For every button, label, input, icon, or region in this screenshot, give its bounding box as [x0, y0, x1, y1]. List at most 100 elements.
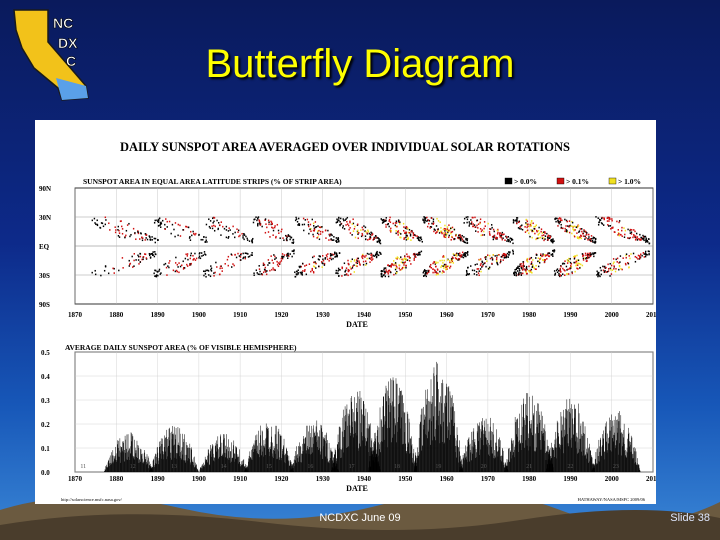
bar-xtick-1960: 1960 [440, 475, 455, 483]
footer-event: NCDXC June 09 [319, 512, 401, 524]
cycle-number-23: 23 [613, 464, 619, 470]
heatmap-x-ticks: 1870 1880 1890 1900 1910 1920 1930 1940 1950 1960… [68, 311, 661, 319]
bar-ytick-0.1: 0.1 [41, 445, 50, 453]
butterfly-wing-cycle-8 [463, 216, 515, 277]
bar-ytick-0.4: 0.4 [41, 373, 50, 381]
heatmap-xtick-1900: 1900 [192, 311, 207, 319]
bar-xtick-1900: 1900 [192, 475, 207, 483]
cycle-bars-16 [289, 420, 339, 472]
bar-y-ticks: 0.0 0.1 0.2 0.3 0.4 0.5 [41, 349, 50, 477]
logo-letters-3: C [66, 53, 76, 69]
butterfly-wing-cycle-1 [153, 217, 208, 278]
cycle-number-20: 20 [481, 464, 487, 470]
heatmap-xtick-1980: 1980 [522, 311, 537, 319]
heatmap-xtick-1920: 1920 [274, 311, 289, 319]
credit-text: HATHAWAY/NASA/MSFC 2009/06 [578, 497, 646, 502]
cycle-number-18: 18 [394, 464, 400, 470]
butterfly-wing-cycle-5 [335, 216, 382, 277]
heatmap-gridlines [74, 188, 654, 304]
bar-ytick-0.2: 0.2 [41, 421, 50, 429]
heatmap-ytick-90s: 90S [39, 301, 50, 309]
butterfly-wing-cycle-7 [422, 216, 469, 278]
bar-xlabel: DATE [346, 484, 368, 493]
heatmap-y-ticks: 90N 30N EQ 30S 90S [39, 185, 51, 309]
cycle-number-22: 22 [567, 464, 573, 470]
legend-label-0: > 0.0% [514, 177, 537, 186]
bar-xtick-2000: 2000 [605, 475, 620, 483]
butterfly-wing-cycle-3 [252, 216, 295, 277]
heatmap-xtick-1870: 1870 [68, 311, 83, 319]
california-logo: NC DX C [13, 9, 89, 101]
bar-xtick-1970: 1970 [481, 475, 496, 483]
cycle-number-21: 21 [526, 464, 532, 470]
cycle-bars-20 [459, 417, 509, 472]
bar-xtick-1890: 1890 [151, 475, 166, 483]
heatmap-xtick-1970: 1970 [481, 311, 496, 319]
bar-ytick-0.3: 0.3 [41, 397, 50, 405]
cycle-bars-13 [149, 425, 199, 472]
butterfly-wing-cycle-6 [380, 216, 423, 278]
cycle-bars-21 [504, 393, 554, 472]
legend-swatch-1 [556, 177, 565, 185]
heatmap-ytick-30s: 30S [39, 272, 50, 280]
cycle-number-15: 15 [266, 464, 272, 470]
cycle-numbers: 11 12 13 14 15 16 17 18 19 20 21 22 23 [80, 464, 618, 470]
slide-number: Slide 38 [670, 512, 710, 524]
cycle-bars-22 [545, 398, 595, 472]
cycle-bars-18 [368, 377, 418, 472]
bar-xtick-1880: 1880 [109, 475, 124, 483]
source-url: http://solarscience.msfc.nasa.gov/ [61, 497, 123, 502]
cycle-bars-12 [104, 432, 153, 472]
butterfly-wing-cycle-9 [512, 217, 556, 277]
cycle-number-12: 12 [130, 464, 136, 470]
bar-xtick-2010: 2010 [646, 475, 656, 483]
cycle-number-14: 14 [221, 464, 227, 470]
bar-xtick-1920: 1920 [274, 475, 289, 483]
heatmap-xtick-1960: 1960 [440, 311, 455, 319]
bar-xtick-1990: 1990 [563, 475, 578, 483]
bar-xtick-1910: 1910 [233, 475, 248, 483]
bar-title: AVERAGE DAILY SUNSPOT AREA (% OF VISIBLE… [65, 343, 297, 352]
cycle-number-16: 16 [307, 464, 313, 470]
heatmap-xtick-1930: 1930 [316, 311, 331, 319]
cycle-bars-14 [199, 434, 249, 472]
legend-label-2: > 1.0% [618, 177, 641, 186]
butterfly-wing-cycle-2 [202, 216, 254, 278]
logo-letters-1: NC [53, 15, 73, 31]
heatmap-xtick-2000: 2000 [605, 311, 620, 319]
bar-xtick-1870: 1870 [68, 475, 83, 483]
heatmap-xtick-1940: 1940 [357, 311, 372, 319]
heatmap-xtick-1990: 1990 [563, 311, 578, 319]
cycle-number-19: 19 [435, 464, 441, 470]
bar-xtick-1980: 1980 [522, 475, 537, 483]
butterfly-wing-cycle-10 [553, 217, 597, 278]
heatmap-xtick-1880: 1880 [109, 311, 124, 319]
chart-panel: DAILY SUNSPOT AREA AVERAGED OVER INDIVID… [35, 120, 661, 504]
legend-swatch-0 [504, 177, 513, 185]
bar-xtick-1950: 1950 [398, 475, 413, 483]
legend-label-1: > 0.1% [566, 177, 589, 186]
butterfly-wing-cycle-4 [294, 216, 341, 278]
background-hills [0, 493, 720, 540]
heatmap-legend: > 0.0% > 0.1% > 1.0% [504, 177, 641, 186]
cycle-bars-19 [413, 361, 464, 472]
bar-xtick-1930: 1930 [316, 475, 331, 483]
heatmap-xtick-1950: 1950 [398, 311, 413, 319]
heatmap-ytick-eq: EQ [39, 243, 50, 251]
heatmap-xtick-1890: 1890 [151, 311, 166, 319]
butterfly-wing-cycle-0 [91, 216, 159, 277]
logo-letters-2: DX [58, 35, 78, 51]
butterfly-chart: DAILY SUNSPOT AREA AVERAGED OVER INDIVID… [39, 140, 661, 502]
heatmap-ytick-30n: 30N [39, 214, 51, 222]
bar-xtick-1940: 1940 [357, 475, 372, 483]
bar-marks [104, 361, 641, 472]
cycle-number-11: 11 [80, 464, 86, 470]
heatmap-xtick-2010: 2010 [646, 311, 656, 319]
butterfly-wing-cycle-11 [595, 216, 651, 278]
heatmap-marks [91, 216, 651, 278]
heatmap-subtitle: SUNSPOT AREA IN EQUAL AREA LATITUDE STRI… [83, 177, 342, 186]
bar-ytick-0.0: 0.0 [41, 469, 50, 477]
bar-x-ticks: 1870 1880 1890 1900 1910 1920 1930 1940 1950 1960… [68, 475, 661, 483]
slide-title: Butterfly Diagram [205, 42, 515, 86]
cycle-number-13: 13 [171, 464, 177, 470]
